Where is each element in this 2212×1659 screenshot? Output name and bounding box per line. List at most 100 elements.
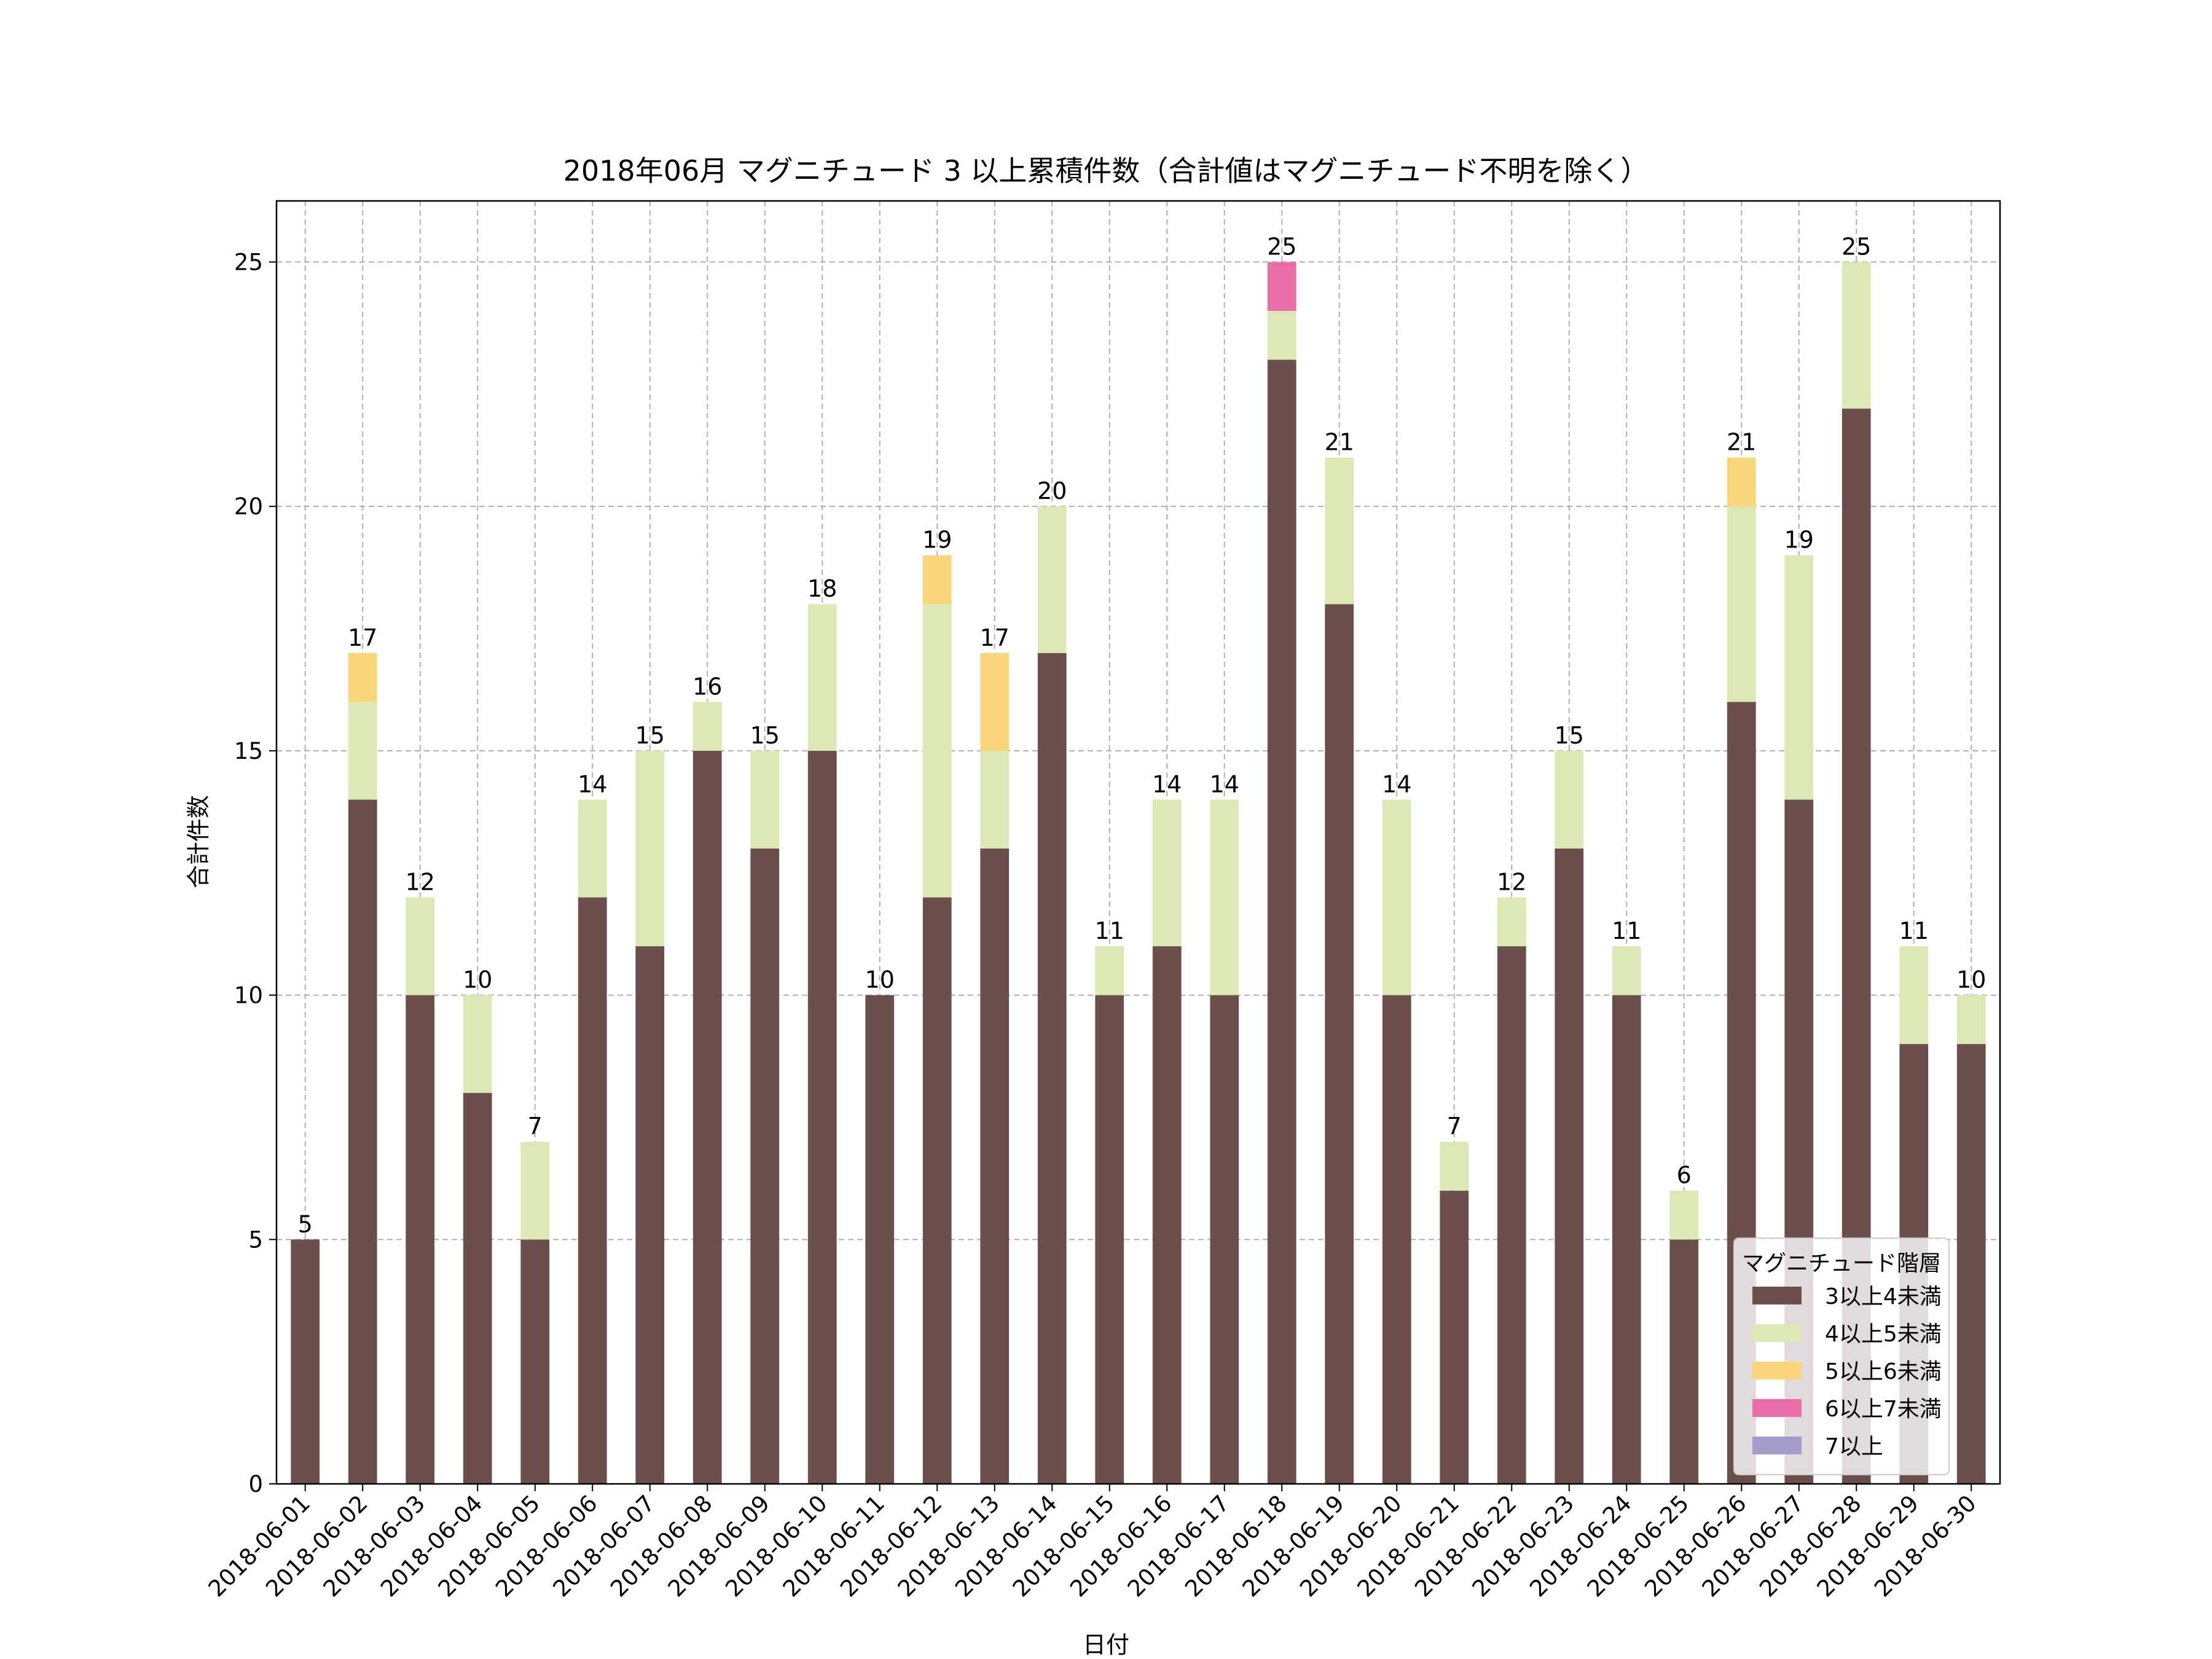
bar-segment — [406, 897, 435, 995]
total-labels: 5 17 12 10 7 14 15 16 15 18 10 19 17 20 11 14 14 25 21 14 7 1… — [298, 233, 1986, 1237]
total-label: 21 — [1727, 429, 1756, 456]
bar-segment — [1956, 995, 1986, 1045]
total-label: 21 — [1325, 429, 1354, 456]
chart-title: 2018年06月 マグニチュード 3 以上累積件数（合計値はマグニチュード不明を… — [563, 154, 1649, 187]
bar-segment — [692, 702, 722, 751]
bar-segment — [1267, 262, 1296, 311]
bar-segment — [1325, 604, 1354, 1484]
total-label: 6 — [1677, 1162, 1692, 1189]
legend-label: 4以上5未満 — [1825, 1322, 1942, 1347]
legend-swatch — [1752, 1324, 1802, 1342]
total-label: 16 — [692, 673, 722, 700]
total-label: 14 — [1382, 771, 1411, 798]
legend-swatch — [1752, 1287, 1802, 1304]
bar-segment — [922, 555, 952, 605]
bar-segment — [578, 897, 607, 1484]
legend-label: 5以上6未満 — [1825, 1359, 1942, 1384]
total-label: 12 — [1497, 868, 1526, 895]
bar-segment — [980, 750, 1010, 849]
bar-segment — [1325, 457, 1354, 605]
bar-segment — [463, 1092, 492, 1484]
bar-segment — [692, 750, 722, 1484]
bar-segment — [1784, 555, 1814, 800]
bar-segment — [1210, 995, 1239, 1484]
bar-segment — [463, 995, 492, 1093]
total-label: 12 — [406, 868, 435, 895]
total-label: 25 — [1267, 233, 1296, 260]
bar-segment — [1440, 1142, 1469, 1191]
bar-segment — [1037, 653, 1067, 1484]
bar-segment — [1612, 946, 1641, 995]
legend-swatch — [1752, 1399, 1802, 1417]
legend-label: 6以上7未満 — [1825, 1397, 1942, 1422]
total-label: 11 — [1899, 917, 1929, 944]
y-tick-label: 15 — [234, 738, 263, 764]
legend-swatch — [1752, 1437, 1802, 1454]
y-tick-label: 25 — [234, 249, 263, 275]
bar-segment — [1440, 1190, 1469, 1484]
bar-segment — [1267, 310, 1296, 360]
plot-frame — [275, 200, 2001, 1485]
total-label: 14 — [1152, 771, 1182, 798]
total-label: 15 — [750, 722, 780, 749]
y-tick-label: 10 — [234, 982, 263, 1009]
total-label: 18 — [807, 575, 837, 602]
total-label: 19 — [922, 527, 952, 554]
total-label: 5 — [298, 1210, 313, 1237]
legend-title: マグニチュード階層 — [1742, 1251, 1941, 1276]
bar-segment — [1497, 946, 1526, 1484]
bar-segment — [1669, 1190, 1699, 1240]
bar-segment — [635, 946, 665, 1484]
total-label: 17 — [980, 624, 1010, 651]
legend: マグニチュード階層 3以上4未満 4以上5未満 5以上6未満 6以上7未満 7以上 — [1733, 1237, 1950, 1475]
total-label: 7 — [1447, 1113, 1462, 1140]
bar-segment — [406, 995, 435, 1484]
bar-segment — [1956, 1044, 1986, 1484]
bar-segment — [578, 799, 607, 898]
bar-segment — [1152, 946, 1182, 1484]
legend-label: 3以上4未満 — [1825, 1284, 1942, 1309]
bar-segment — [1727, 506, 1756, 702]
bar-segment — [1152, 799, 1182, 947]
legend-label: 7以上 — [1825, 1434, 1883, 1459]
bar-segment — [1095, 995, 1124, 1484]
bar-segment — [1382, 995, 1411, 1484]
bar-segment — [291, 1239, 320, 1484]
total-label: 11 — [1095, 917, 1124, 944]
bar-segment — [980, 848, 1010, 1484]
bar-segment — [1095, 946, 1124, 995]
bar-segment — [980, 653, 1010, 751]
bar-segment — [1899, 946, 1929, 1045]
y-axis-label: 合計件数 — [185, 795, 212, 888]
bar-segment — [1612, 995, 1641, 1484]
bar-segment — [807, 604, 837, 751]
total-label: 10 — [463, 967, 492, 994]
total-label: 17 — [348, 624, 377, 651]
total-label: 15 — [635, 722, 665, 749]
y-tick-label: 5 — [248, 1226, 263, 1253]
total-label: 7 — [528, 1113, 543, 1140]
bar-segment — [750, 848, 780, 1484]
total-label: 10 — [865, 967, 895, 994]
bar-segment — [922, 897, 952, 1484]
y-tick-label: 20 — [234, 493, 263, 520]
bar-segment — [1555, 750, 1584, 849]
y-tick-label: 0 — [248, 1471, 263, 1497]
bar-segment — [1382, 799, 1411, 995]
bar-segment — [348, 702, 377, 800]
x-axis-label: 日付 — [1083, 1631, 1129, 1658]
bar-segment — [807, 750, 837, 1484]
bar-segment — [520, 1142, 550, 1240]
bar-segment — [635, 750, 665, 947]
bar-segment — [865, 995, 895, 1484]
bar-segment — [750, 750, 780, 849]
total-label: 20 — [1037, 477, 1067, 504]
bar-segment — [1555, 848, 1584, 1484]
bar-segment — [1210, 799, 1239, 995]
bar-segment — [1497, 897, 1526, 947]
bar-segment — [1841, 262, 1871, 409]
bar-segment — [348, 653, 377, 702]
legend-swatch — [1752, 1362, 1802, 1379]
bar-segment — [1037, 506, 1067, 653]
total-label: 14 — [578, 771, 607, 798]
